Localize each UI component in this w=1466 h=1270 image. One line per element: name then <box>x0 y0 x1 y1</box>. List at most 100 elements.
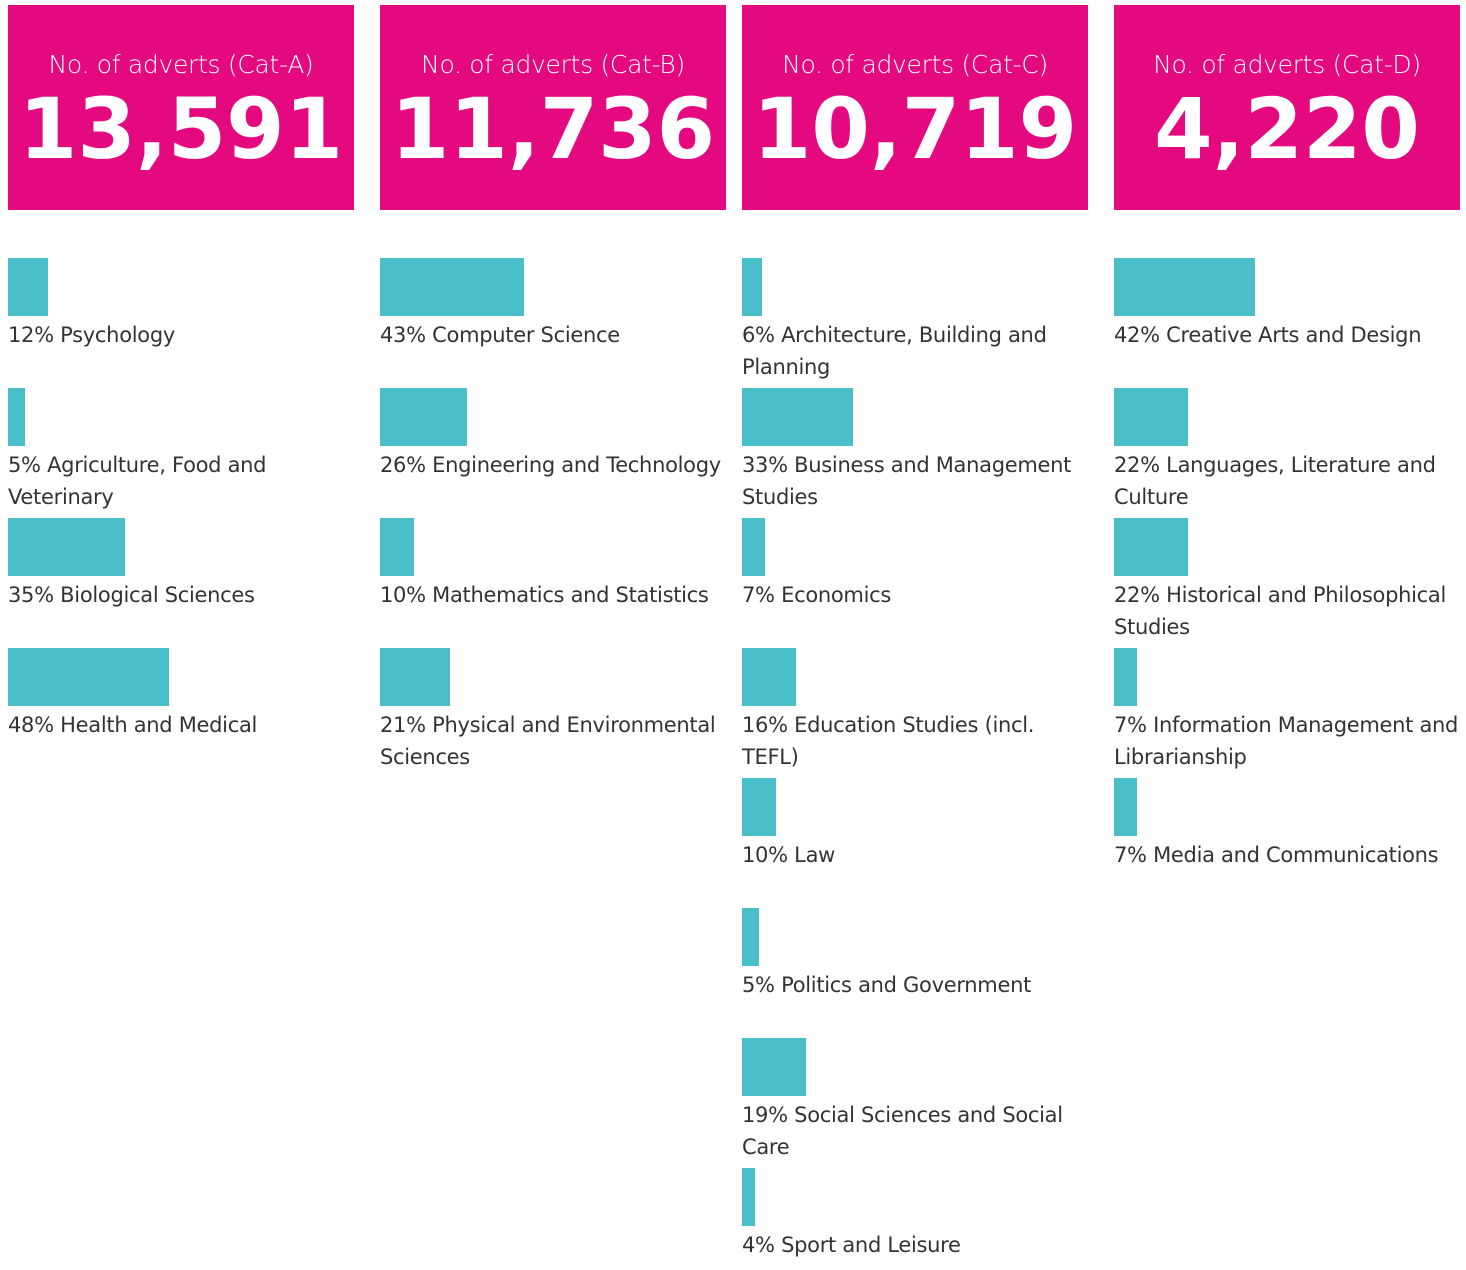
bar-list: 42% Creative Arts and Design 22% Language… <box>1114 258 1460 908</box>
bar <box>742 1038 806 1096</box>
panel-title: No. of adverts (Cat-A) <box>48 50 314 79</box>
bar-item: 7% Information Management and Librarians… <box>1114 648 1460 778</box>
bar-label: 4% Sport and Leisure <box>742 1229 1088 1261</box>
bar-label: 42% Creative Arts and Design <box>1114 319 1460 351</box>
bar-label: 43% Computer Science <box>380 319 726 351</box>
category-label: Architecture, Building and Planning <box>742 323 1047 379</box>
panel-total: 4,220 <box>1154 80 1420 178</box>
bar-list: 6% Architecture, Building and Planning 33… <box>742 258 1088 1270</box>
value-label: 12% <box>8 323 54 347</box>
bar <box>380 648 451 706</box>
category-label: Historical and Philosophical Studies <box>1114 583 1446 639</box>
panel: No. of adverts (Cat-B) 11,736 43% Computer… <box>380 5 726 778</box>
category-label: Languages, Literature and Culture <box>1114 453 1436 509</box>
category-label: Economics <box>781 583 892 607</box>
value-label: 16% <box>742 713 788 737</box>
bar <box>1114 648 1138 706</box>
bar <box>1114 518 1188 576</box>
bar-item: 19% Social Sciences and Social Care <box>742 1038 1088 1168</box>
category-label: Mathematics and Statistics <box>432 583 709 607</box>
value-label: 19% <box>742 1103 788 1127</box>
category-label: Agriculture, Food and Veterinary <box>8 453 267 509</box>
header-box: No. of adverts (Cat-A) 13,591 <box>8 5 354 210</box>
category-label: Law <box>794 843 836 867</box>
bar-item: 42% Creative Arts and Design <box>1114 258 1460 388</box>
bar-label: 16% Education Studies (incl. TEFL) <box>742 709 1088 773</box>
category-label: Biological Sciences <box>60 583 255 607</box>
header-box: No. of adverts (Cat-D) 4,220 <box>1114 5 1460 210</box>
bar-list: 43% Computer Science 26% Engineering and … <box>380 258 726 778</box>
value-label: 35% <box>8 583 54 607</box>
panel: No. of adverts (Cat-D) 4,220 42% Creative … <box>1114 5 1460 908</box>
bar <box>742 388 853 446</box>
bar-item: 22% Languages, Literature and Culture <box>1114 388 1460 518</box>
panel-total: 11,736 <box>390 80 716 178</box>
value-label: 33% <box>742 453 788 477</box>
bar-item: 7% Media and Communications <box>1114 778 1460 908</box>
bar-item: 21% Physical and Environmental Sciences <box>380 648 726 778</box>
bar <box>8 518 126 576</box>
panel-total: 13,591 <box>18 80 344 178</box>
category-label: Health and Medical <box>60 713 258 737</box>
value-label: 22% <box>1114 453 1160 477</box>
bar <box>1114 388 1188 446</box>
bar <box>742 648 796 706</box>
bar <box>742 258 763 316</box>
value-label: 10% <box>742 843 788 867</box>
category-label: Psychology <box>60 323 175 347</box>
category-label: Media and Communications <box>1153 843 1439 867</box>
value-label: 7% <box>742 583 775 607</box>
category-label: Engineering and Technology <box>432 453 721 477</box>
bar-label: 33% Business and Management Studies <box>742 449 1088 513</box>
category-label: Creative Arts and Design <box>1166 323 1422 347</box>
bar <box>8 648 169 706</box>
value-label: 42% <box>1114 323 1160 347</box>
bar-item: 12% Psychology <box>8 258 354 388</box>
bar-label: 10% Mathematics and Statistics <box>380 579 726 611</box>
bar <box>742 1168 756 1226</box>
bar-label: 5% Agriculture, Food and Veterinary <box>8 449 354 513</box>
bar-label: 5% Politics and Government <box>742 969 1088 1001</box>
bar-label: 6% Architecture, Building and Planning <box>742 319 1088 383</box>
bar-label: 22% Languages, Literature and Culture <box>1114 449 1460 513</box>
bar-item: 35% Biological Sciences <box>8 518 354 648</box>
bar <box>1114 258 1255 316</box>
panel: No. of adverts (Cat-A) 13,591 12% Psycholo… <box>8 5 354 778</box>
panel-title: No. of adverts (Cat-C) <box>782 50 1048 79</box>
category-label: Business and Management Studies <box>742 453 1072 509</box>
bar <box>742 518 766 576</box>
value-label: 5% <box>742 973 775 997</box>
category-label: Computer Science <box>432 323 620 347</box>
bar-item: 43% Computer Science <box>380 258 726 388</box>
bar-item: 16% Education Studies (incl. TEFL) <box>742 648 1088 778</box>
value-label: 7% <box>1114 843 1147 867</box>
bar-label: 26% Engineering and Technology <box>380 449 726 481</box>
bar <box>8 388 25 446</box>
panel-title: No. of adverts (Cat-B) <box>421 50 685 79</box>
bar <box>380 388 468 446</box>
value-label: 4% <box>742 1233 775 1257</box>
bar-label: 10% Law <box>742 839 1088 871</box>
bar <box>380 258 525 316</box>
value-label: 22% <box>1114 583 1160 607</box>
bar-item: 26% Engineering and Technology <box>380 388 726 518</box>
bar-item: 10% Mathematics and Statistics <box>380 518 726 648</box>
category-label: Physical and Environmental Sciences <box>380 713 716 769</box>
category-label: Sport and Leisure <box>781 1233 961 1257</box>
panel-total: 10,719 <box>752 80 1078 178</box>
value-label: 21% <box>380 713 426 737</box>
bar-item: 10% Law <box>742 778 1088 908</box>
bar <box>1114 778 1138 836</box>
bar-list: 12% Psychology 5% Agriculture, Food and V… <box>8 258 354 778</box>
bar-label: 48% Health and Medical <box>8 709 354 741</box>
panel: No. of adverts (Cat-C) 10,719 6% Architect… <box>742 5 1088 1270</box>
bar-item: 48% Health and Medical <box>8 648 354 778</box>
header-box: No. of adverts (Cat-B) 11,736 <box>380 5 726 210</box>
value-label: 5% <box>8 453 41 477</box>
bar-item: 22% Historical and Philosophical Studies <box>1114 518 1460 648</box>
category-label: Politics and Government <box>781 973 1032 997</box>
bar-label: 12% Psychology <box>8 319 354 351</box>
bar-label: 7% Economics <box>742 579 1088 611</box>
value-label: 43% <box>380 323 426 347</box>
bar-label: 7% Media and Communications <box>1114 839 1460 871</box>
